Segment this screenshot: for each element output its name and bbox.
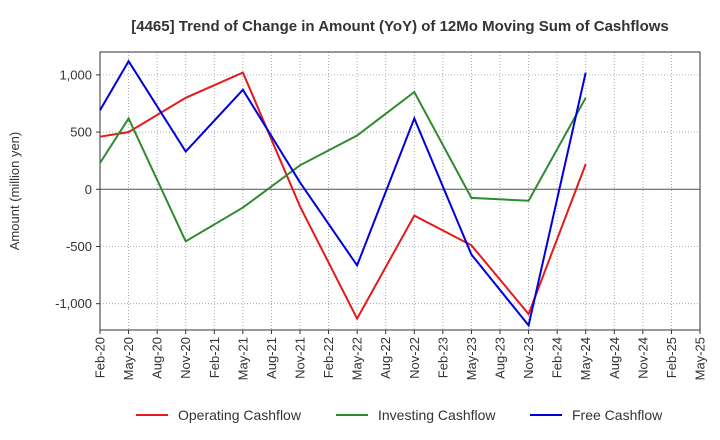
- x-tick-label: Nov-24: [635, 337, 650, 379]
- chart-title: [4465] Trend of Change in Amount (YoY) o…: [131, 18, 669, 35]
- legend-label: Free Cashflow: [572, 407, 663, 423]
- plot-area: [99, 51, 701, 331]
- y-tick-label: 1,000: [59, 67, 92, 82]
- y-tick-label: -1,000: [55, 296, 92, 311]
- y-axis-ticks: 1,000 500 0 -500 -1,000: [55, 67, 100, 311]
- x-tick-label: May-20: [121, 337, 136, 380]
- x-tick-label: Feb-21: [207, 337, 222, 378]
- y-tick-label: -500: [66, 239, 92, 254]
- legend-item-free-cashflow: Free Cashflow: [530, 407, 663, 423]
- legend-label: Operating Cashflow: [178, 407, 302, 423]
- x-tick-label: Nov-23: [521, 337, 536, 379]
- grid: [99, 52, 701, 330]
- legend-item-operating-cashflow: Operating Cashflow: [136, 407, 302, 423]
- x-tick-label: May-25: [693, 337, 708, 380]
- x-tick-label: Feb-22: [321, 337, 336, 378]
- x-tick-label: Aug-22: [378, 337, 393, 379]
- series-layer: [99, 59, 587, 328]
- legend-item-investing-cashflow: Investing Cashflow: [336, 407, 496, 423]
- x-tick-label: Feb-23: [435, 337, 450, 378]
- x-tick-label: Feb-24: [550, 337, 565, 378]
- x-tick-label: May-23: [464, 337, 479, 380]
- x-tick-label: May-24: [578, 337, 593, 380]
- series-line-operating-cashflow: [99, 71, 587, 321]
- legend-label: Investing Cashflow: [378, 407, 496, 423]
- y-axis-label: Amount (million yen): [7, 132, 22, 251]
- y-tick-label: 0: [85, 182, 92, 197]
- x-tick-label: Aug-21: [264, 337, 279, 379]
- x-axis-ticks: Feb-20 May-20 Aug-20 Nov-20 Feb-21 May-21 Aug-…: [93, 330, 708, 380]
- x-tick-label: Aug-20: [150, 337, 165, 379]
- x-tick-label: Aug-24: [607, 337, 622, 379]
- x-tick-label: May-22: [350, 337, 365, 380]
- x-tick-label: Nov-21: [293, 337, 308, 379]
- y-tick-label: 500: [70, 125, 92, 140]
- x-tick-label: Aug-23: [493, 337, 508, 379]
- x-tick-label: May-21: [235, 337, 250, 380]
- x-tick-label: Feb-25: [664, 337, 679, 378]
- series-line-investing-cashflow: [99, 90, 587, 243]
- legend: Operating Cashflow Investing Cashflow Free…: [136, 407, 663, 423]
- x-tick-label: Nov-22: [407, 337, 422, 379]
- series-line-free-cashflow: [99, 59, 587, 328]
- x-tick-label: Nov-20: [178, 337, 193, 379]
- x-tick-label: Feb-20: [93, 337, 108, 378]
